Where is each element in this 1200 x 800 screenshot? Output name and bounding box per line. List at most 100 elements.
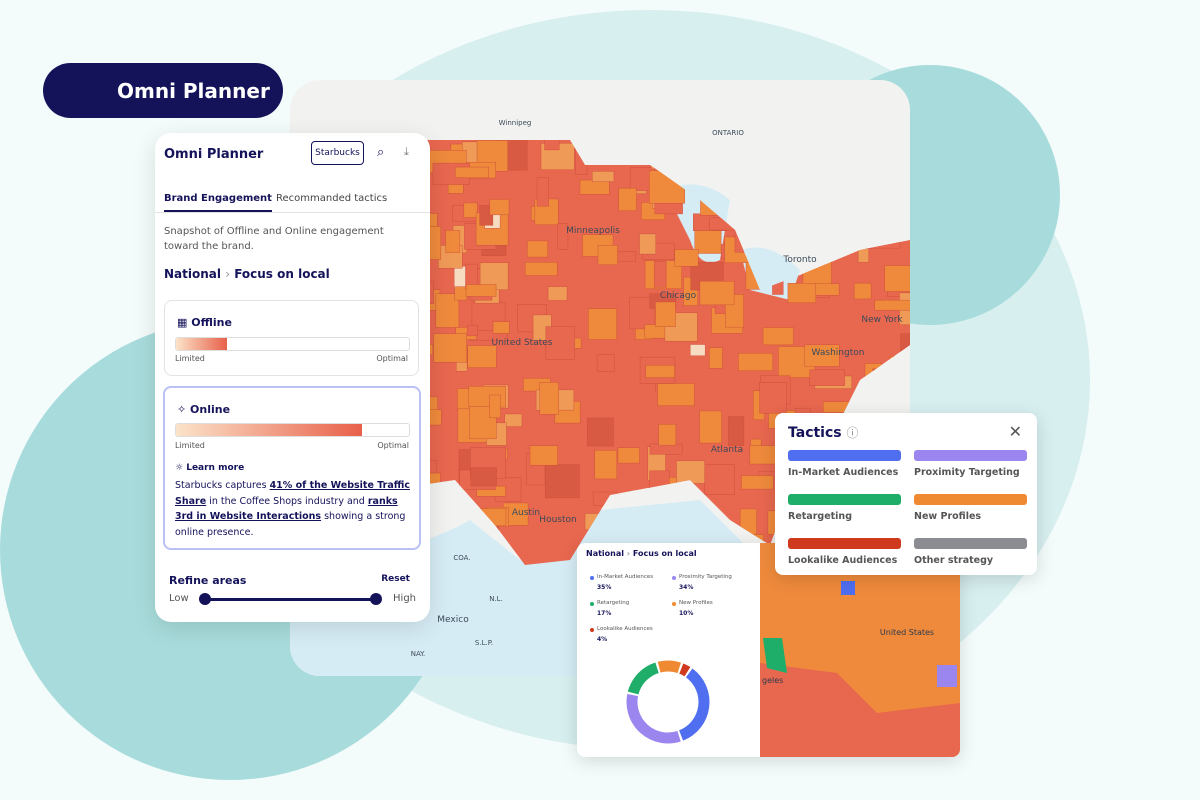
search-icon[interactable]: ⌕ [377,145,385,160]
legend-value: 35% [597,584,612,591]
map-cell [463,202,478,218]
map-label: Minneapolis [566,226,620,236]
breadcrumb[interactable]: National [164,267,221,281]
map-label: COA. [453,554,470,562]
card-title: Online [190,403,231,416]
map-area [760,663,960,757]
map-label: ONTARIO [712,129,744,137]
map-cell [465,284,497,297]
legend-dot [590,628,594,632]
insight-link[interactable]: 41% of the Website Traffic Share [175,480,410,507]
brand-button[interactable]: Starbucks [311,141,364,165]
insight-link[interactable]: ranks 3rd in Website Interactions [175,495,398,523]
map-cell [445,230,461,253]
map-cell [466,324,478,337]
map-cell [470,467,497,487]
legend-name: New Profiles [679,600,713,606]
tab[interactable]: Recommanded tactics [276,193,388,204]
breadcrumb[interactable]: National [586,549,624,558]
map-label: Chicago [660,291,697,301]
tactic-swatch [914,538,1027,549]
tactic-name[interactable]: Proximity Targeting [914,467,1020,478]
map-cell [579,179,610,195]
map-area [841,581,855,595]
map-cell [545,326,576,360]
map-cell [694,227,722,254]
map-cell [709,347,723,369]
legend-value: 4% [597,636,608,643]
breadcrumb[interactable]: Focus on local [234,267,330,281]
chevron: › [225,267,230,281]
map-cell [539,382,559,415]
legend-value: 17% [597,610,612,617]
map-label: Austin [512,508,540,518]
tactic-name[interactable]: Other strategy [914,555,994,566]
tactic-swatch [914,450,1027,461]
map-label: N.L. [489,595,503,603]
map-cell [699,281,735,306]
offline-card: ▦ Offline Limited Optimal [164,300,419,376]
map-cell [738,353,774,371]
map-cell [762,327,794,346]
breakdown: United States geles [626,543,960,757]
info-icon[interactable]: ⓘ [846,426,859,440]
divider [155,212,430,213]
online-card: ✧ Online Limited Optimal ☼ Learn more St… [163,386,421,550]
map-cell [547,286,568,301]
map-cell [544,464,580,499]
map-cell [427,409,442,426]
tactic-swatch [914,494,1027,505]
donut-segment [627,662,660,695]
map-cell [557,223,569,250]
legend-dot [672,602,676,606]
high-label: High [393,593,416,604]
close-button[interactable]: ✕ [1008,422,1022,441]
insight: Starbucks captures 41% of the Website Tr… [175,478,411,540]
map-cell [596,354,615,372]
map-cell [804,344,840,367]
map-cell [588,308,617,340]
map-cell [674,249,699,267]
map-cell [699,410,722,444]
map-cell [617,447,640,464]
reset-button[interactable]: Reset [381,574,410,584]
map-cell [489,394,501,419]
map-cell [657,383,695,406]
map-cell [759,382,787,414]
map-cell [857,248,870,263]
legend-dot [672,576,676,580]
insight-text: showing a strong online presence. [175,511,406,538]
map-cell [649,443,683,455]
map-label: Houston [539,515,576,525]
map-label: Toronto [782,255,817,265]
tactics-title: Tactics [788,425,842,441]
map-label: United States [880,628,934,637]
tab[interactable]: Brand Engagement [164,193,272,212]
card-title: Offline [191,316,232,329]
legend-name: In-Market Audiences [597,574,654,580]
map-cell [489,199,510,216]
high-label: Optimal [376,354,408,363]
tactic-name[interactable]: Retargeting [788,511,852,522]
tactic-name[interactable]: Lookalike Audiences [788,555,898,566]
map-cell [592,171,615,182]
tactic-name[interactable]: New Profiles [914,511,982,522]
download-icon[interactable]: ⤓ [404,145,409,158]
level-bar [176,424,363,436]
map-cell [435,293,460,328]
map-cell [544,140,560,151]
map-cell [689,344,706,356]
map-label: S.L.P. [475,639,493,647]
badge-title: Omni Planner [117,78,270,103]
low-label: Low [169,593,189,604]
breadcrumb[interactable]: Focus on local [632,549,697,558]
map-cell [594,450,618,480]
legend-value: 34% [679,584,694,591]
tactic-name[interactable]: In-Market Audiences [788,467,899,478]
map-cell [455,166,490,178]
slider-handle[interactable] [370,593,382,605]
legend-dot [590,602,594,606]
map-area [937,665,957,687]
slider-handle[interactable] [199,593,211,605]
